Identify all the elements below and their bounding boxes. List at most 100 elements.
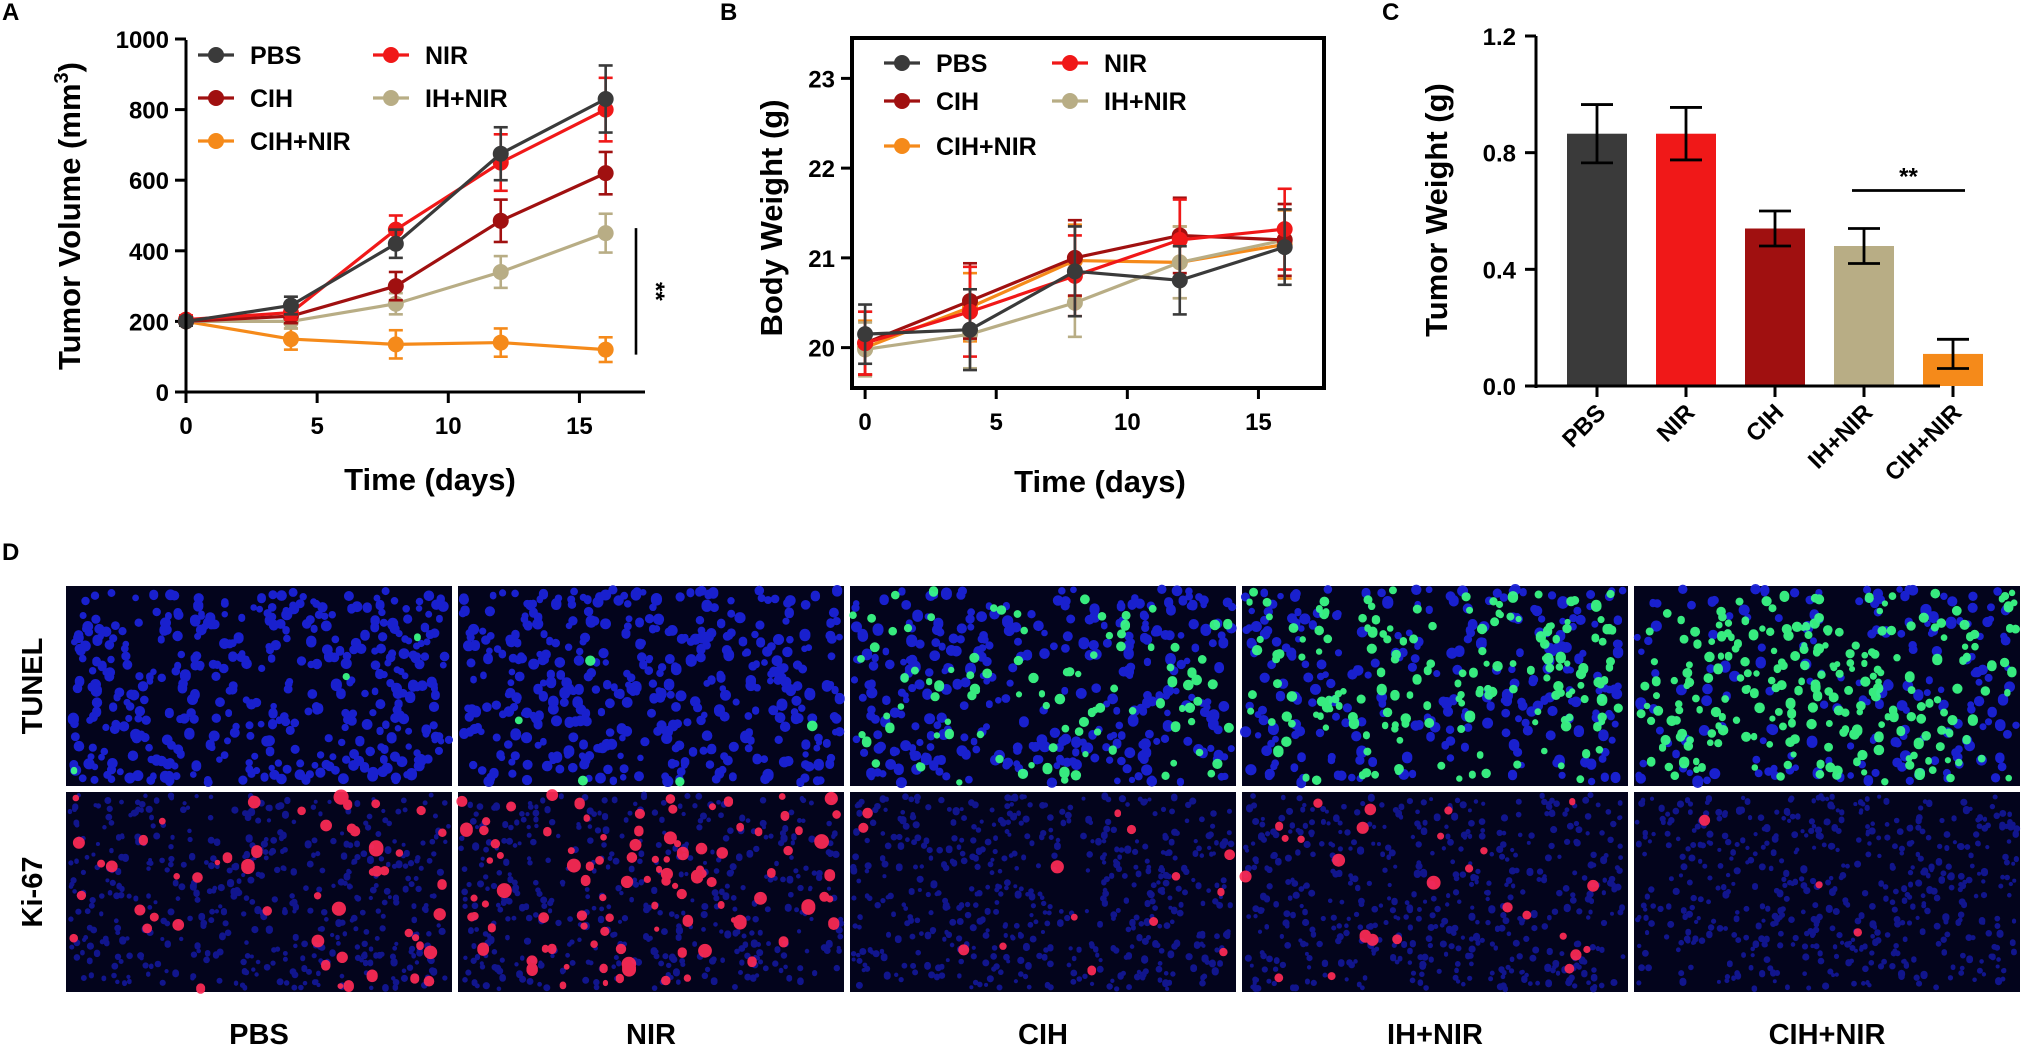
micrograph-background: [1242, 792, 1628, 992]
chart-a-point-cih-plus-nir: [597, 341, 614, 358]
chart-c-ytick-label: 0.8: [1483, 141, 1516, 168]
chart-a-point-cih: [492, 212, 509, 229]
micrograph-tunel-positive-cells: [849, 586, 1234, 786]
chart-b-frame: [850, 36, 1326, 390]
chart-a-point-cih-plus-nir: [492, 334, 509, 351]
chart-b-marks: 0 5 10 15 20 21 22 23 PBS NIR CIH IH+NIR CIH+NIR: [808, 50, 1293, 436]
chart-a-ylabel-base: Tumor Volume (mm: [52, 83, 87, 369]
panel-d-row-label-tunel: TUNEL: [17, 638, 49, 735]
chart-b-point-nir: [1171, 231, 1188, 248]
chart-b-point-pbs: [1276, 239, 1293, 256]
panel-d-column-label-ih-plus-nir: IH+NIR: [1387, 1019, 1483, 1048]
chart-b-legend-marker: [1062, 55, 1078, 71]
chart-a-legend-marker: [383, 90, 399, 106]
micrograph-background: [850, 792, 1236, 992]
chart-a-xtick-label: 5: [310, 413, 323, 440]
chart-b-legend-marker: [894, 55, 910, 71]
micrograph-nuclei: [67, 792, 451, 992]
chart-b-legend-marker: [894, 138, 910, 154]
chart-b-xlabel: Time (days): [1014, 464, 1186, 499]
chart-a-legend-label-pbs: PBS: [250, 42, 301, 70]
chart-b-ytick-label: 22: [808, 156, 835, 183]
chart-a-legend-label-nir: NIR: [425, 42, 468, 70]
micrograph-ki-67-ih-plus-nir: [1239, 792, 1628, 993]
chart-c-tumor-weight: 0.0 0.4 0.8 1.2 PBS NIR CIH IH+NIR CIH+NIR ** Tum…: [1419, 24, 1983, 487]
micrograph-background: [850, 586, 1236, 786]
micrograph-nuclei: [458, 791, 845, 992]
chart-b-point-pbs: [1171, 272, 1188, 289]
micrograph-tunel-cih-plus-nir: [1633, 584, 2020, 788]
chart-a-xtick-label: 10: [435, 413, 462, 440]
chart-a-point-cih-plus-nir: [387, 336, 404, 353]
chart-c-xtick-label-pbs: PBS: [1557, 399, 1611, 453]
chart-a-legend-label-cih-plus-nir: CIH+NIR: [250, 128, 351, 156]
micrograph-nuclei: [1243, 792, 1626, 993]
chart-a-point-cih: [387, 278, 404, 295]
micrograph-ki-67-cih: [850, 792, 1236, 992]
chart-b-ytick-label: 20: [808, 336, 835, 363]
chart-b-xtick-label: 15: [1245, 409, 1272, 436]
chart-c-xtick-label-nir: NIR: [1652, 399, 1700, 447]
micrograph-tunel-pbs: [66, 586, 453, 787]
chart-a-legend-marker: [383, 47, 399, 63]
chart-a-legend-marker: [208, 47, 224, 63]
chart-a-ylabel: Tumor Volume (mm3): [51, 62, 87, 370]
chart-a-ytick-label: 800: [129, 98, 169, 125]
panel-d-micrographs: TUNEL Ki-67 PBS NIR CIH IH+NIR CIH+NIR: [17, 584, 2021, 1048]
chart-a-tumor-volume: 0 5 10 15 0 200 400 600 800 1000 PBS NIR CIH IH+NIR CI…: [51, 27, 669, 497]
chart-c-bar-ih-plus-nir: [1834, 246, 1894, 386]
micrograph-tunel-nir: [458, 584, 845, 788]
chart-b-point-pbs: [962, 321, 978, 338]
chart-a-marks: 0 5 10 15 0 200 400 600 800 1000 PBS NIR CIH IH+NIR CI…: [116, 27, 669, 440]
panel-d-row-label-ki-67: Ki-67: [17, 857, 49, 928]
panel-d-column-label-cih: CIH: [1018, 1019, 1068, 1048]
chart-b-legend-marker: [894, 93, 910, 109]
micrograph-tunel-ih-plus-nir: [1240, 584, 1628, 789]
chart-a-ytick-label: 0: [156, 380, 169, 407]
chart-c-marks: 0.0 0.4 0.8 1.2 PBS NIR CIH IH+NIR CIH+NIR **: [1483, 24, 1983, 487]
chart-c-xtick-label-ih-plus-nir: IH+NIR: [1803, 399, 1878, 474]
chart-b-legend-marker: [1062, 93, 1078, 109]
chart-a-significance-label: **: [642, 282, 669, 301]
chart-c-significance-label: **: [1899, 164, 1918, 191]
chart-a-point-ih-plus-nir: [492, 263, 509, 280]
chart-b-xtick-label: 5: [990, 409, 1003, 436]
panel-label-d: D: [2, 539, 19, 566]
chart-a-ytick-label: 200: [129, 309, 169, 336]
chart-a-ytick-label: 600: [129, 168, 169, 195]
chart-a-point-cih-plus-nir: [282, 331, 299, 348]
micrograph-tunel-positive-cells: [1636, 588, 2020, 786]
chart-c-xtick-label-cih: CIH: [1741, 399, 1789, 447]
chart-a-legend-label-cih: CIH: [250, 85, 293, 113]
micrograph-tunel-cih: [849, 584, 1237, 789]
chart-b-xtick-label: 0: [858, 409, 871, 436]
chart-a-xlabel: Time (days): [344, 462, 516, 497]
micrograph-nuclei: [1240, 584, 1627, 789]
chart-a-legend-marker: [208, 133, 224, 149]
chart-a-point-pbs: [282, 297, 299, 314]
chart-c-ytick-label: 1.2: [1483, 24, 1516, 51]
chart-a-legend-marker: [208, 90, 224, 106]
panel-label-b: B: [720, 0, 737, 26]
micrograph-nuclei: [1634, 793, 2021, 993]
chart-a-ylabel-end: ): [52, 62, 87, 72]
chart-b-point-pbs: [857, 326, 874, 343]
chart-b-legend-label-ih-plus-nir: IH+NIR: [1104, 88, 1187, 116]
chart-b-ytick-label: 21: [808, 246, 835, 273]
micrograph-ki-67-pbs: [66, 789, 452, 994]
micrograph-nuclei: [458, 584, 845, 788]
chart-b-legend-label-cih: CIH: [936, 88, 979, 116]
panel-d-column-label-nir: NIR: [626, 1019, 676, 1048]
panel-label-c: C: [1382, 0, 1399, 26]
micrograph-ki-67-cih-plus-nir: [1634, 792, 2021, 993]
chart-c-ytick-label: 0.4: [1483, 257, 1517, 284]
chart-b-legend-label-cih-plus-nir: CIH+NIR: [936, 133, 1037, 161]
chart-c-ytick-label: 0.0: [1483, 374, 1516, 401]
panel-d-column-label-pbs: PBS: [229, 1019, 289, 1048]
chart-c-ylabel: Tumor Weight (g): [1419, 83, 1454, 337]
micrograph-nuclei: [850, 792, 1235, 992]
panel-d-column-label-cih-plus-nir: CIH+NIR: [1769, 1019, 1886, 1048]
micrograph-nuclei: [67, 587, 453, 787]
chart-b-ytick-label: 23: [808, 66, 835, 93]
